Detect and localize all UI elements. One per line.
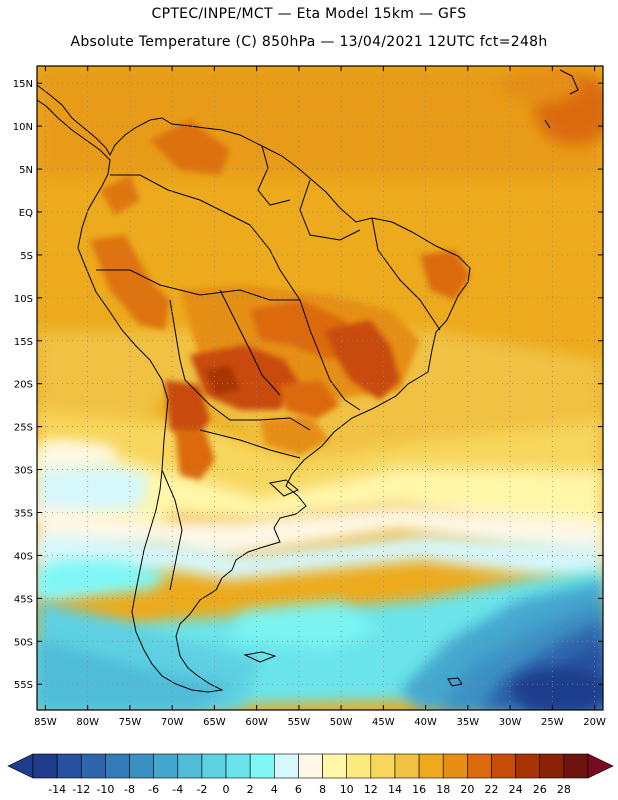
colorbar-swatch (80, 753, 106, 779)
colorbar-level-label: 20 (460, 783, 474, 796)
lon-label: 50W (330, 717, 353, 728)
lat-label: 10N (13, 122, 33, 133)
temperature-field (37, 66, 603, 710)
longitude-axis: 85W 80W 75W 70W 65W 60W 55W 50W 45W 40W 35W 30W 25W 2… (34, 66, 606, 728)
colorbar-swatch (274, 753, 299, 779)
latitude-axis: 15N 10N 5N EQ 5S 10S 15S 20S 25S 30S 35S 40S 45S 50S 5… (13, 79, 603, 691)
colorbar-level-label: 2 (247, 783, 254, 796)
colorbar-swatch (32, 753, 58, 779)
colorbar-swatch (322, 753, 347, 779)
colorbar-level-label: -6 (148, 783, 159, 796)
lat-label: 15S (14, 337, 33, 348)
colorbar-under-arrow (7, 753, 34, 779)
colorbar-swatch (491, 753, 516, 779)
colorbar-labels: -14 -12 -10 -8 -6 -4 -2 0 2 4 6 8 10 12 14 16 18 20 22 24 26… (48, 783, 571, 796)
colorbar-swatch (370, 753, 396, 779)
colorbar-level-label: 6 (295, 783, 302, 796)
colorbar: -14 -12 -10 -8 -6 -4 -2 0 2 4 6 8 10 12 14 16 18 20 22 24 26… (7, 753, 614, 796)
colorbar-level-label: 4 (271, 783, 278, 796)
colorbar-swatch (515, 753, 541, 779)
map-frame (36, 65, 604, 711)
colorbar-swatch (129, 753, 154, 779)
lon-label: 60W (245, 717, 268, 728)
colorbar-swatch (442, 753, 468, 779)
colorbar-level-label: 18 (436, 783, 450, 796)
lat-label: 20S (14, 380, 33, 391)
lat-label: 30S (14, 466, 33, 477)
lat-label: 15N (13, 79, 33, 90)
colorbar-swatch (394, 753, 420, 779)
lat-label: 10S (14, 294, 33, 305)
colorbar-swatch (563, 753, 589, 779)
lon-label: 75W (119, 717, 142, 728)
colorbar-swatch (105, 753, 130, 779)
lat-label: EQ (19, 208, 33, 219)
lat-label: 25S (14, 423, 33, 434)
colorbar-swatch (56, 753, 82, 779)
colorbar-level-label: -10 (96, 783, 114, 796)
lon-label: 80W (76, 717, 99, 728)
colorbar-swatch (153, 753, 179, 779)
header-title-line2: Absolute Temperature (C) 850hPa — 13/04/… (70, 34, 548, 50)
colorbar-level-label: -14 (48, 783, 66, 796)
colorbar-level-label: 28 (557, 783, 571, 796)
lon-label: 45W (372, 717, 395, 728)
lon-label: 65W (203, 717, 226, 728)
lon-label: 85W (34, 717, 57, 728)
colorbar-swatch (539, 753, 565, 779)
lat-label: 45S (14, 594, 33, 605)
colorbar-swatch (298, 753, 323, 779)
colorbar-level-label: 26 (533, 783, 547, 796)
colorbar-level-label: -4 (172, 783, 183, 796)
lon-label: 30W (499, 717, 522, 728)
colorbar-level-label: -12 (72, 783, 90, 796)
lon-label: 35W (457, 717, 480, 728)
lat-label: 50S (14, 637, 33, 648)
colorbar-level-label: 22 (484, 783, 498, 796)
colorbar-swatch (177, 753, 203, 779)
lon-label: 40W (414, 717, 437, 728)
lat-label: 5N (19, 165, 33, 176)
lat-label: 40S (14, 551, 33, 562)
colorbar-level-label: 8 (319, 783, 326, 796)
lat-label: 35S (14, 509, 33, 520)
colorbar-level-label: -8 (124, 783, 135, 796)
colorbar-level-label: 12 (364, 783, 378, 796)
colorbar-swatch (201, 753, 227, 779)
lat-label: 5S (20, 251, 33, 262)
colorbar-level-label: -2 (196, 783, 207, 796)
colorbar-swatch (346, 753, 372, 779)
lon-label: 70W (161, 717, 184, 728)
coastlines (37, 69, 579, 693)
temperature-map: 15N 10N 5N EQ 5S 10S 15S 20S 25S 30S 35S 40S 45S 50S 5… (13, 65, 606, 728)
colorbar-swatch (249, 753, 275, 779)
colorbar-swatch (467, 753, 492, 779)
lat-label: 55S (14, 680, 33, 691)
lon-label: 25W (541, 717, 564, 728)
colorbar-level-label: 14 (388, 783, 402, 796)
colorbar-level-label: 24 (509, 783, 523, 796)
colorbar-level-label: 16 (412, 783, 426, 796)
header-title-line1: CPTEC/INPE/MCT — Eta Model 15km — GFS (151, 6, 467, 22)
colorbar-swatch (418, 753, 444, 779)
colorbar-over-arrow (587, 753, 614, 779)
colorbar-level-label: 0 (223, 783, 230, 796)
colorbar-swatch (225, 753, 251, 779)
colorbar-boxes (7, 753, 614, 779)
lon-label: 55W (288, 717, 311, 728)
lon-label: 20W (583, 717, 606, 728)
colorbar-level-label: 10 (340, 783, 354, 796)
